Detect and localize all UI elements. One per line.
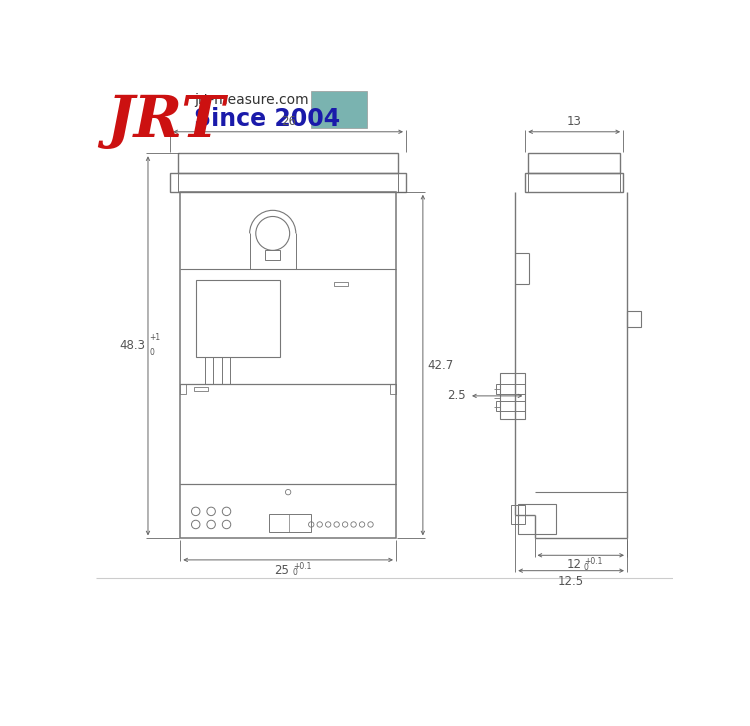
Bar [196, 280, 280, 356]
Text: 48.3: 48.3 [119, 339, 145, 352]
Text: +0.1: +0.1 [584, 557, 602, 566]
Text: Since 2004: Since 2004 [194, 107, 340, 131]
Bar [170, 173, 406, 192]
Bar [390, 384, 396, 393]
Bar [627, 311, 640, 327]
Bar [180, 192, 396, 539]
Text: 25: 25 [274, 564, 290, 576]
Text: +1: +1 [149, 333, 160, 342]
Text: 0: 0 [292, 568, 298, 577]
Bar [334, 282, 348, 286]
Bar [500, 372, 525, 419]
Bar [525, 173, 623, 192]
Bar [180, 384, 187, 393]
Bar [512, 505, 525, 524]
Bar [178, 153, 398, 173]
Text: 0: 0 [584, 563, 589, 572]
Bar [265, 250, 280, 260]
Bar [496, 384, 525, 393]
Bar [268, 514, 311, 532]
Text: 26: 26 [280, 115, 296, 128]
Bar [194, 387, 208, 391]
Bar [311, 91, 367, 128]
Bar [518, 504, 556, 534]
Text: 12.5: 12.5 [558, 574, 584, 587]
Text: 2.5: 2.5 [447, 388, 466, 401]
Bar [496, 401, 525, 410]
Text: jrt-measure.com: jrt-measure.com [194, 93, 309, 107]
Text: 13: 13 [567, 115, 581, 128]
Text: +0.1: +0.1 [292, 562, 311, 571]
Bar [528, 153, 620, 173]
Text: 0: 0 [149, 348, 154, 357]
Text: 42.7: 42.7 [427, 359, 454, 372]
Text: JRT: JRT [106, 93, 225, 150]
Text: 12: 12 [567, 558, 582, 571]
